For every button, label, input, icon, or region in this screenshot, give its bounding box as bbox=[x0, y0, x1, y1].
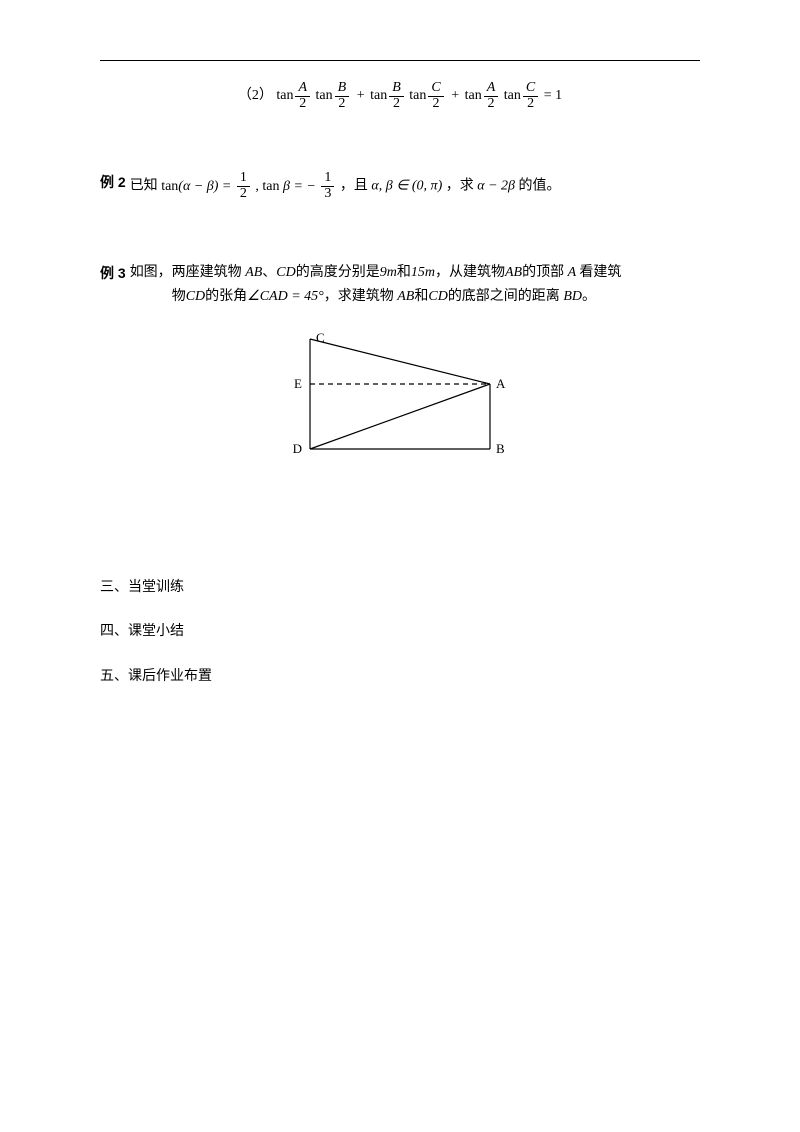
ex3-line2: 物CD的张角∠CAD = 45°，求建筑物 AB和CD的底部之间的距离 BD。 bbox=[130, 286, 700, 308]
section-4-heading: 四、课堂小结 bbox=[100, 621, 700, 643]
ex2-math1: tan(α − β) = 12 , tan β = − 13 bbox=[161, 179, 340, 194]
ex3-bd: BD bbox=[560, 289, 582, 304]
ex3-ab2: AB bbox=[505, 265, 522, 280]
section-5-heading: 五、课后作业布置 bbox=[100, 666, 700, 688]
ex3-l2d: 和 bbox=[414, 289, 428, 304]
ex2-cond: α, β ∈ (0, π) bbox=[371, 179, 442, 194]
ex3-l2c: ，求建筑物 bbox=[324, 289, 394, 304]
ex3-l2a: 物 bbox=[172, 289, 186, 304]
example-2-body: 已知 tan(α − β) = 12 , tan β = − 13 ，且 α, … bbox=[130, 171, 700, 201]
figure-wrapper: C E D A B bbox=[100, 329, 700, 477]
ex2-target: α − 2β bbox=[477, 179, 515, 194]
example-3: 例 3 如图，两座建筑物 AB、CD的高度分别是9m和15m，从建筑物AB的顶部… bbox=[100, 262, 700, 309]
ex3-l1b: 的高度分别是 bbox=[296, 265, 380, 280]
sections: 三、当堂训练 四、课堂小结 五、课后作业布置 bbox=[100, 577, 700, 688]
ex3-l2b: 的张角 bbox=[205, 289, 247, 304]
equation-2: （2） tanA2 tanB2 + tanB2 tanC2 + tanA2 ta… bbox=[100, 81, 700, 111]
ex3-cd3: CD bbox=[428, 289, 447, 304]
ex3-ab: AB bbox=[242, 265, 263, 280]
ex2-f1d: 2 bbox=[237, 187, 250, 202]
ex3-l1a: 如图，两座建筑物 bbox=[130, 265, 242, 280]
ex3-l1e: 看建筑 bbox=[579, 265, 621, 280]
svg-text:D: D bbox=[293, 441, 302, 456]
ex2-askpost: 的值。 bbox=[519, 179, 561, 194]
eq2-text: （2） tanA2 tanB2 + tanB2 tanC2 + tanA2 ta… bbox=[238, 88, 562, 103]
ex2-f2n: 1 bbox=[321, 171, 334, 187]
section-3-heading: 三、当堂训练 bbox=[100, 577, 700, 599]
ex3-cd2: CD bbox=[186, 289, 205, 304]
example-2: 例 2 已知 tan(α − β) = 12 , tan β = − 13 ，且… bbox=[100, 171, 700, 201]
page: （2） tanA2 tanB2 + tanB2 tanC2 + tanA2 ta… bbox=[0, 0, 800, 1132]
svg-text:A: A bbox=[496, 376, 506, 391]
geometry-figure: C E D A B bbox=[280, 329, 520, 469]
ex2-askpre: ，求 bbox=[446, 179, 474, 194]
ex3-angle: ∠CAD = 45° bbox=[247, 289, 324, 304]
ex3-l1c: ，从建筑物 bbox=[435, 265, 505, 280]
ex3-period: 。 bbox=[582, 289, 596, 304]
ex2-f2d: 3 bbox=[321, 187, 334, 202]
eq2-prefix: （2） bbox=[238, 88, 277, 103]
example-3-body: 如图，两座建筑物 AB、CD的高度分别是9m和15m，从建筑物AB的顶部 A 看… bbox=[130, 262, 700, 309]
ex3-sep: 、 bbox=[262, 265, 276, 280]
ex3-ab3: AB bbox=[394, 289, 415, 304]
example-3-label: 例 3 bbox=[100, 262, 130, 284]
example-2-label: 例 2 bbox=[100, 171, 130, 193]
top-rule bbox=[100, 60, 700, 61]
eq2-tail: = 1 bbox=[544, 88, 562, 103]
svg-text:E: E bbox=[294, 376, 302, 391]
ex3-h2: 15m bbox=[411, 265, 435, 280]
ex3-h1: 9m bbox=[380, 265, 397, 280]
ex2-f1n: 1 bbox=[237, 171, 250, 187]
ex3-l2e: 的底部之间的距离 bbox=[448, 289, 560, 304]
content-area: （2） tanA2 tanB2 + tanB2 tanC2 + tanA2 ta… bbox=[100, 81, 700, 688]
ex3-cd: CD bbox=[276, 265, 295, 280]
svg-text:B: B bbox=[496, 441, 505, 456]
svg-text:C: C bbox=[316, 330, 325, 345]
ex3-pta: A bbox=[564, 265, 579, 280]
ex2-mid: ，且 bbox=[340, 179, 368, 194]
ex2-pre: 已知 bbox=[130, 179, 158, 194]
ex3-l1d: 的顶部 bbox=[522, 265, 564, 280]
ex3-and: 和 bbox=[397, 265, 411, 280]
